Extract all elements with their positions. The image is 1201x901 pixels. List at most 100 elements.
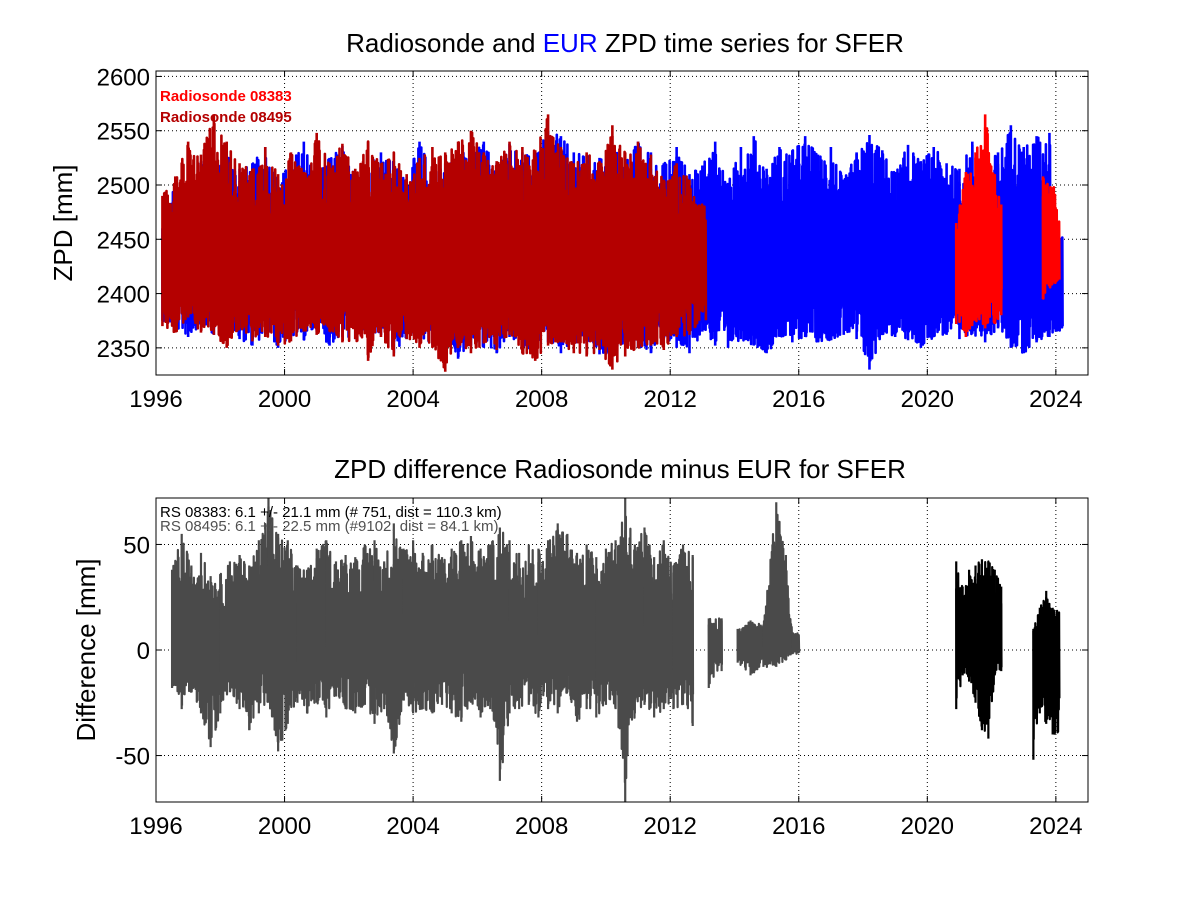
data-line <box>653 544 666 713</box>
data-line <box>334 559 347 708</box>
data-line <box>752 140 769 353</box>
x-tick-label: 1996 <box>129 813 182 840</box>
x-tick-label: 2012 <box>644 813 697 840</box>
data-line <box>624 515 637 780</box>
y-tick-label: -50 <box>115 744 150 771</box>
data-line <box>893 151 910 340</box>
chart-title-bottom: ZPD difference Radiosonde minus EUR for … <box>334 454 906 484</box>
x-tick-label: 2000 <box>258 813 311 840</box>
data-line <box>392 163 409 340</box>
data-line <box>682 550 695 724</box>
data-line <box>662 553 675 705</box>
data-line <box>315 140 332 334</box>
data-line <box>498 531 511 764</box>
data-line <box>739 138 756 346</box>
data-line <box>521 149 537 360</box>
x-tick-label: 2008 <box>515 813 568 840</box>
data-line <box>636 147 653 349</box>
y-tick-label: 2600 <box>97 64 150 91</box>
series-radiosonde-08495 <box>161 114 708 372</box>
data-line <box>440 556 454 710</box>
data-line <box>174 144 190 333</box>
data-line <box>186 147 203 331</box>
data-line <box>633 532 646 709</box>
data-line <box>546 134 563 345</box>
data-line <box>248 549 261 724</box>
data-line <box>482 155 499 345</box>
data-line <box>315 540 328 709</box>
data-line <box>508 145 524 350</box>
series-radiosonde-08383 <box>954 114 1061 337</box>
data-line <box>289 153 306 337</box>
x-tick-label: 2020 <box>901 386 954 413</box>
data-line <box>954 177 968 332</box>
data-line <box>469 541 482 711</box>
data-line <box>171 548 184 706</box>
data-line <box>611 135 627 363</box>
data-line <box>775 513 788 664</box>
y-tick-label: 2500 <box>97 173 150 200</box>
data-line <box>344 562 357 712</box>
data-line <box>816 155 833 343</box>
data-line <box>366 154 383 353</box>
data-line <box>225 150 242 347</box>
data-line <box>672 548 685 709</box>
data-line <box>662 165 679 345</box>
data-line <box>595 562 608 715</box>
stats-rs-08383: RS 08383: 6.1 +/- 21.1 mm (# 751, dist =… <box>160 504 502 521</box>
data-line <box>983 127 997 325</box>
data-line <box>325 542 338 710</box>
ticks-top: 1996 2000 2004 2008 2012 2016 2020 2024 2350 2400… <box>97 64 1088 413</box>
data-line <box>829 162 846 339</box>
ticks-bottom: 1996 2000 2004 2008 2012 2016 2020 2024 -50 0 50 <box>115 498 1088 840</box>
data-line <box>469 131 486 349</box>
data-line <box>1051 609 1061 735</box>
data-line <box>199 561 213 740</box>
data-line <box>855 142 872 357</box>
data-line <box>585 549 598 710</box>
series-top <box>161 114 1064 372</box>
data-line <box>421 544 434 712</box>
data-line <box>286 548 299 711</box>
title-part-eur: EUR <box>543 28 598 58</box>
data-line <box>180 542 193 696</box>
data-line <box>575 554 589 720</box>
data-line <box>276 152 293 345</box>
data-line <box>598 136 614 367</box>
data-line <box>305 557 319 714</box>
chart-title-top: Radiosonde and EUR ZPD time series for S… <box>346 28 904 58</box>
data-line <box>919 153 936 346</box>
data-line <box>383 550 396 741</box>
data-line <box>257 512 270 706</box>
data-line <box>1009 137 1026 354</box>
series-rs-08495 <box>170 498 801 802</box>
x-tick-label: 2004 <box>386 386 439 413</box>
data-line <box>443 148 460 364</box>
data-line <box>791 632 801 655</box>
y-tick-label: 2400 <box>97 282 150 309</box>
data-line <box>906 152 923 344</box>
data-line <box>431 155 447 369</box>
data-line <box>199 126 216 332</box>
data-line <box>495 150 512 348</box>
data-line <box>585 154 602 356</box>
data-line <box>688 188 701 332</box>
x-tick-label: 2012 <box>644 386 697 413</box>
data-line <box>228 561 241 704</box>
y-tick-label: 50 <box>123 532 150 559</box>
data-line <box>726 161 743 343</box>
x-tick-label: 2004 <box>386 813 439 840</box>
y-tick-label: 2350 <box>97 336 150 363</box>
zpd-difference-plot: 1996 2000 2004 2008 2012 2016 2020 2024 -50 0 50 R… <box>71 497 1089 840</box>
data-line <box>277 537 290 744</box>
series-rs-08383 <box>955 559 1061 760</box>
data-line <box>675 175 692 337</box>
data-line <box>456 139 473 350</box>
data-line <box>212 122 229 345</box>
data-line <box>868 143 884 362</box>
data-line <box>537 548 550 712</box>
data-line <box>518 560 531 707</box>
y-axis-label-top: ZPD [mm] <box>48 165 78 282</box>
data-line <box>736 621 752 671</box>
